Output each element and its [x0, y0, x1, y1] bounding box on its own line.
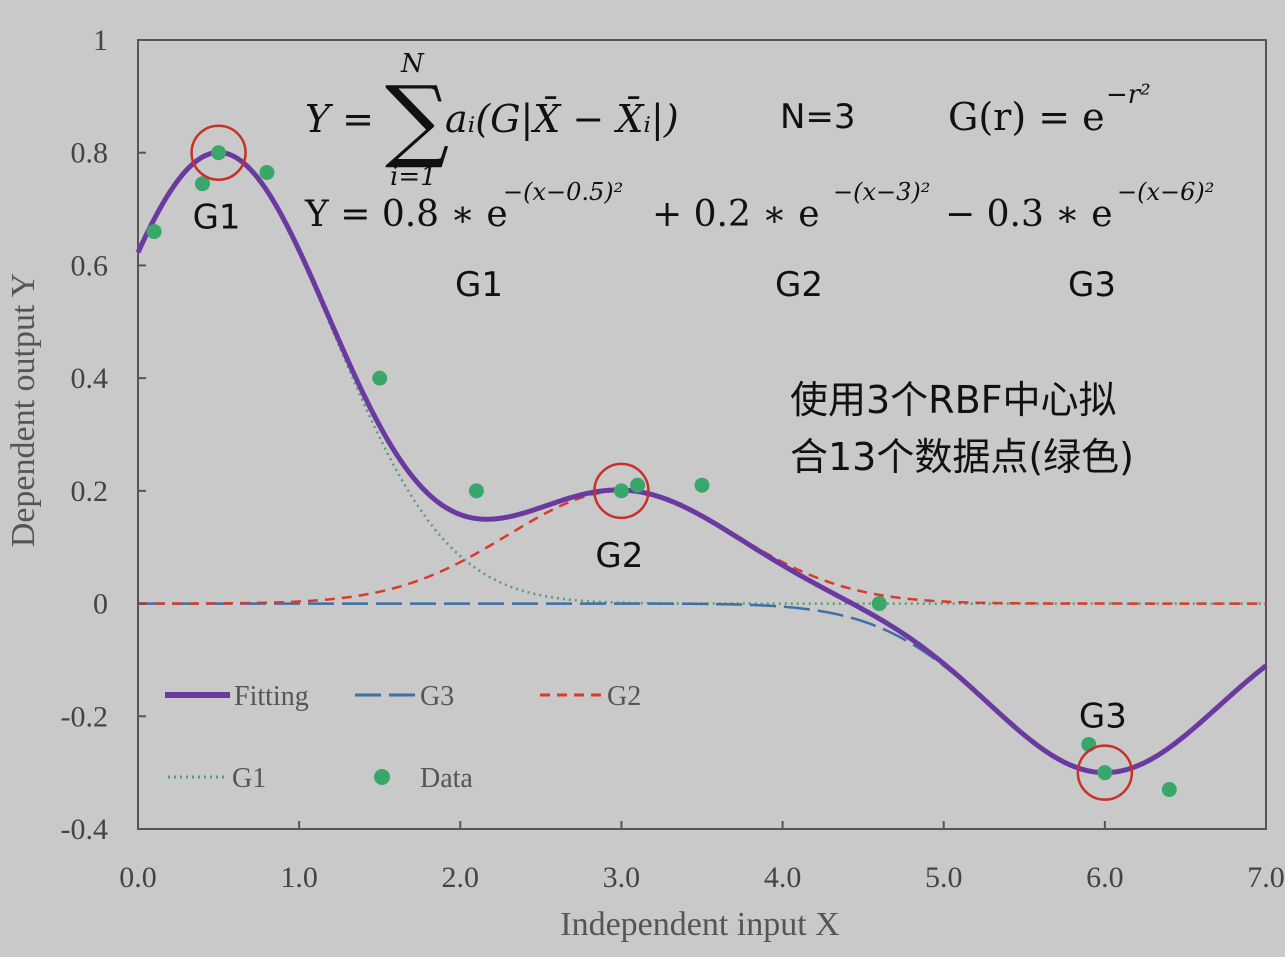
data-point: [1097, 765, 1113, 781]
note-line-1: 使用3个RBF中心拟: [790, 378, 1117, 422]
formula-term3: − 0.3 ∗ e: [945, 194, 1113, 235]
y-tick-label: 0.4: [71, 362, 109, 395]
legend-label-g3: G3: [420, 681, 454, 712]
y-tick-label: -0.2: [61, 700, 109, 733]
kernel-base: G(r) = e: [948, 95, 1105, 139]
y-tick-label: 0.6: [71, 249, 109, 282]
sum-lower: i=1: [390, 162, 437, 192]
data-point: [630, 477, 646, 493]
svg-text:Y = 0.8 ∗ e: Y = 0.8 ∗ e: [304, 194, 508, 235]
kernel-formula: G(r) = e −r²: [948, 80, 1151, 139]
y-tick-label: 1: [93, 24, 108, 57]
x-tick-label: 3.0: [603, 861, 641, 894]
x-tick-label: 7.0: [1247, 861, 1285, 894]
x-tick-label: 2.0: [442, 861, 480, 894]
kernel-exponent: −r²: [1106, 80, 1151, 110]
x-axis-title: Independent input X: [560, 906, 840, 943]
formula-exp1: −(x−0.5)²: [503, 178, 623, 206]
specific-formula: Y = 0.8 ∗ e −(x−0.5)² + 0.2 ∗ e −(x−3)² …: [304, 178, 1214, 235]
legend-label-g1: G1: [232, 763, 266, 794]
y-axis-title: Dependent output Y: [5, 273, 42, 547]
peak-label: G2: [595, 536, 643, 576]
sum-upper: N: [400, 49, 425, 79]
sum-body: aᵢ(G|X̄ − X̄ᵢ|): [445, 97, 679, 141]
plot-area: [137, 39, 1267, 830]
term-label-g1: G1: [455, 265, 503, 305]
y-tick-label: 0: [93, 588, 108, 621]
n-value: N=3: [780, 97, 856, 137]
sum-symbol: ∑: [385, 67, 449, 172]
data-point: [146, 224, 162, 240]
data-point: [1161, 782, 1177, 798]
peak-highlight-circle: [1076, 744, 1134, 801]
legend-label-fitting: Fitting: [234, 681, 309, 712]
note-line-2: 合13个数据点(绿色): [790, 435, 1134, 479]
x-tick-label: 6.0: [1086, 861, 1124, 894]
formula-exp2: −(x−3)²: [833, 178, 930, 206]
formula-lhs: Y =: [305, 97, 374, 141]
formula-exp3: −(x−6)²: [1117, 178, 1214, 206]
data-point: [613, 483, 629, 499]
data-point: [211, 145, 227, 161]
series-g2-line: [138, 489, 1266, 605]
data-point: [259, 164, 275, 180]
legend: Fitting G3 G2 G1 Data: [165, 681, 641, 794]
data-point: [871, 596, 887, 612]
x-tick-label: 5.0: [925, 861, 963, 894]
x-tick-label: 0.0: [119, 861, 157, 894]
peak-label: G1: [193, 198, 241, 238]
data-point: [468, 483, 484, 499]
peak-label: G3: [1079, 697, 1127, 737]
data-point: [694, 477, 710, 493]
legend-label-g2: G2: [607, 681, 641, 712]
x-tick-label: 1.0: [280, 861, 318, 894]
y-tick-label: -0.4: [61, 813, 109, 846]
term-label-g2: G2: [775, 265, 823, 305]
legend-swatch-data: [374, 769, 390, 785]
term-label-g3: G3: [1068, 265, 1116, 305]
formula-term1: Y = 0.8 ∗ e: [304, 194, 508, 235]
y-tick-label: 0.8: [71, 137, 109, 170]
y-tick-label: 0.2: [71, 475, 109, 508]
x-tick-label: 4.0: [764, 861, 802, 894]
data-point: [372, 370, 388, 386]
data-point: [194, 176, 210, 192]
peak-highlight-circle: [593, 462, 650, 520]
legend-label-data: Data: [420, 763, 473, 794]
peak-highlight-circle: [190, 124, 247, 181]
general-formula: Y = ∑ N i=1 aᵢ(G|X̄ − X̄ᵢ|): [305, 49, 679, 192]
formula-term2: + 0.2 ∗ e: [652, 194, 820, 235]
